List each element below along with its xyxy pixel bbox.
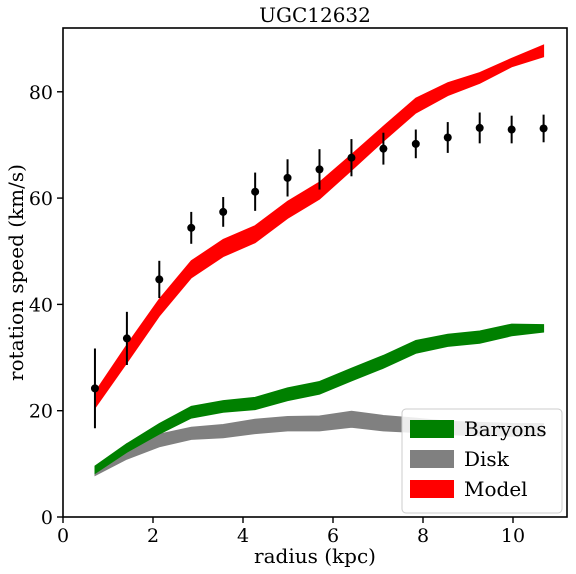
- x-tick-label: 10: [501, 525, 525, 547]
- data-point: [315, 149, 324, 190]
- legend-label-model: Model: [464, 477, 528, 501]
- data-point: [122, 311, 131, 365]
- data-point-marker: [347, 153, 356, 162]
- data-point-marker: [475, 123, 484, 132]
- data-point-marker: [539, 124, 548, 133]
- data-point-marker: [379, 144, 388, 153]
- y-axis-label: rotation speed (km/s): [4, 164, 28, 381]
- legend-swatch-model: [410, 480, 454, 498]
- band-model: [94, 44, 545, 410]
- data-point-marker: [219, 207, 228, 216]
- plot-frame: [62, 27, 568, 518]
- data-point-marker: [122, 334, 131, 343]
- data-point: [90, 348, 99, 429]
- data-point-marker: [507, 125, 516, 134]
- y-tick-label: 40: [29, 294, 53, 316]
- x-axis: 0 2 4 6 8 10: [57, 517, 525, 547]
- x-tick-label: 4: [237, 525, 249, 547]
- data-point: [187, 211, 196, 244]
- data-point: [347, 139, 356, 177]
- y-tick-label: 60: [29, 188, 53, 210]
- legend-label-baryons: Baryons: [464, 417, 547, 441]
- data-point-marker: [283, 173, 292, 182]
- data-point-marker: [315, 165, 324, 174]
- data-point: [251, 172, 260, 211]
- y-tick-label: 80: [29, 82, 53, 104]
- x-tick-label: 0: [57, 525, 69, 547]
- data-point: [219, 197, 228, 227]
- y-tick-label: 20: [29, 401, 53, 423]
- chart-title: UGC12632: [259, 3, 371, 27]
- legend-label-disk: Disk: [464, 447, 510, 471]
- y-axis: 0 20 40 60 80: [29, 82, 63, 529]
- data-point: [155, 260, 164, 299]
- data-point-marker: [155, 275, 164, 284]
- data-point-marker: [251, 187, 260, 196]
- data-point: [443, 122, 452, 153]
- x-tick-label: 6: [327, 525, 339, 547]
- legend-swatch-disk: [410, 450, 454, 468]
- data-point: [539, 114, 548, 143]
- data-point-marker: [187, 223, 196, 232]
- data-point: [411, 129, 420, 159]
- data-point: [379, 132, 388, 165]
- data-point: [283, 159, 292, 197]
- x-tick-label: 2: [147, 525, 159, 547]
- data-point: [475, 112, 484, 144]
- legend-swatch-baryons: [410, 420, 454, 438]
- y-tick-label: 0: [41, 507, 53, 529]
- data-point: [507, 115, 516, 144]
- data-point-marker: [90, 384, 99, 393]
- band-baryons: [94, 323, 545, 475]
- legend: Baryons Disk Model: [401, 408, 563, 514]
- x-axis-label: radius (kpc): [254, 544, 376, 568]
- data-point-marker: [443, 133, 452, 142]
- data-point-marker: [411, 139, 420, 148]
- x-tick-label: 8: [417, 525, 429, 547]
